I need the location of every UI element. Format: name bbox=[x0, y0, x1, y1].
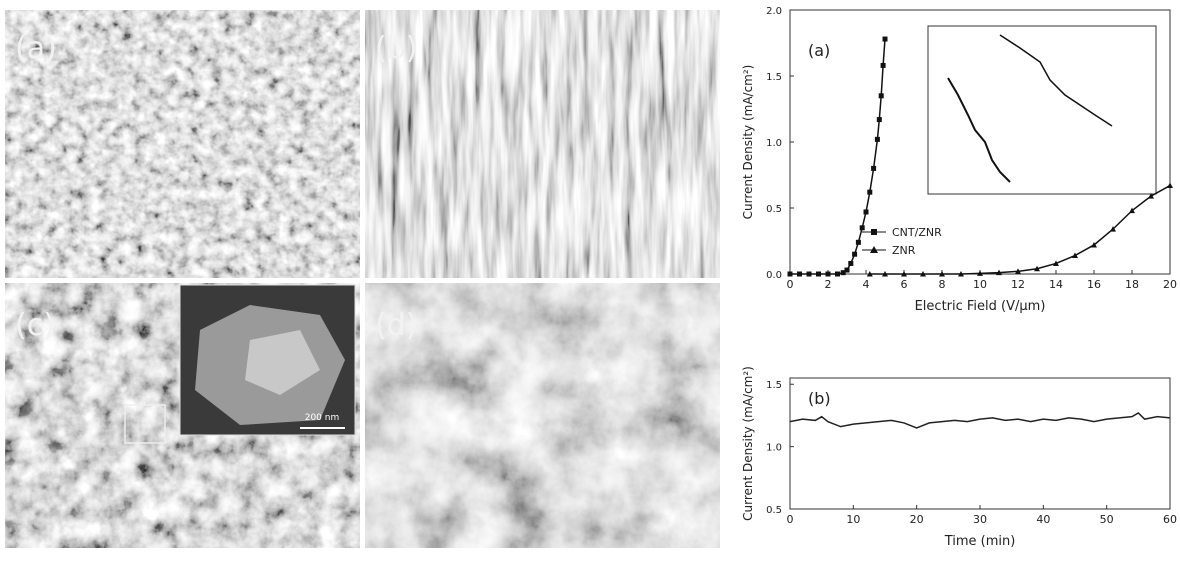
x-axis-title: Time (min) bbox=[944, 534, 1016, 549]
y-tick-label: 1.0 bbox=[766, 443, 782, 454]
panel-title: (b) bbox=[808, 389, 831, 408]
data-point bbox=[1072, 252, 1078, 259]
data-point bbox=[939, 271, 945, 277]
data-point bbox=[806, 271, 812, 277]
inset-frame bbox=[927, 25, 1157, 195]
image-label: (c) bbox=[15, 308, 55, 343]
x-tick-label: 10 bbox=[973, 278, 987, 291]
data-point bbox=[866, 271, 873, 277]
panel-title: (a) bbox=[808, 41, 830, 60]
inset-curve bbox=[999, 34, 1113, 127]
y-tick-label: 0.5 bbox=[766, 204, 782, 215]
zoom-box bbox=[124, 404, 166, 444]
x-tick-label: 4 bbox=[863, 278, 870, 291]
plot-frame bbox=[789, 377, 1171, 510]
x-tick-label: 2 bbox=[825, 278, 832, 291]
x-tick-label: 50 bbox=[1100, 513, 1114, 526]
data-point bbox=[871, 165, 877, 171]
y-tick-label: 1.5 bbox=[766, 72, 782, 83]
x-tick-label: 0 bbox=[787, 278, 794, 291]
data-point bbox=[882, 36, 888, 42]
data-point bbox=[859, 225, 865, 231]
legend-label: CNT/ZNR bbox=[892, 226, 942, 239]
image-label: (b) bbox=[375, 31, 417, 66]
data-point bbox=[852, 251, 858, 257]
sem-image bbox=[5, 10, 360, 278]
x-tick-label: 0 bbox=[787, 513, 794, 526]
x-tick-label: 12 bbox=[1011, 278, 1025, 291]
sem-image bbox=[365, 283, 720, 548]
x-axis-title: Electric Field (V/μm) bbox=[915, 299, 1046, 314]
x-tick-label: 40 bbox=[1036, 513, 1050, 526]
data-point bbox=[901, 271, 907, 277]
y-tick-label: 1.0 bbox=[766, 138, 782, 149]
data-point bbox=[958, 271, 964, 277]
x-tick-label: 6 bbox=[901, 278, 908, 291]
sem-image bbox=[365, 10, 720, 278]
y-axis-title: Current Density (mA/cm²) bbox=[741, 366, 755, 521]
x-tick-label: 16 bbox=[1087, 278, 1101, 291]
data-point bbox=[855, 239, 861, 245]
data-point bbox=[920, 271, 926, 277]
data-point bbox=[848, 260, 854, 266]
x-tick-label: 60 bbox=[1163, 513, 1177, 526]
image-label: (d) bbox=[375, 308, 417, 343]
data-point bbox=[996, 269, 1002, 276]
data-point bbox=[863, 209, 869, 215]
fn-inset bbox=[927, 25, 1157, 195]
legend-marker bbox=[870, 246, 878, 253]
data-point bbox=[882, 271, 888, 277]
data-point bbox=[874, 136, 880, 142]
data-point bbox=[1053, 260, 1059, 266]
inset-curve bbox=[947, 77, 1011, 183]
y-tick-label: 1.5 bbox=[766, 380, 782, 391]
data-point bbox=[1129, 207, 1135, 214]
data-point bbox=[835, 271, 840, 277]
data-point bbox=[816, 271, 821, 277]
data-point bbox=[825, 271, 831, 277]
data-point bbox=[1015, 268, 1021, 274]
legend-marker bbox=[871, 229, 877, 235]
data-point bbox=[880, 62, 886, 68]
data-point bbox=[844, 267, 850, 273]
x-tick-label: 10 bbox=[846, 513, 860, 526]
x-tick-label: 14 bbox=[1049, 278, 1063, 291]
x-tick-label: 8 bbox=[939, 278, 946, 291]
data-point bbox=[878, 93, 884, 99]
y-tick-label: 0.5 bbox=[766, 505, 782, 516]
data-point bbox=[867, 189, 873, 195]
sem-images: 200 nm (a) (b) (c) (d) bbox=[5, 10, 720, 548]
data-point bbox=[977, 270, 983, 276]
data-point bbox=[797, 271, 802, 277]
x-tick-label: 18 bbox=[1125, 278, 1139, 291]
image-label: (a) bbox=[15, 31, 57, 66]
legend-label: ZNR bbox=[892, 244, 916, 257]
data-point bbox=[1148, 193, 1154, 199]
data-point bbox=[1167, 182, 1173, 189]
data-line bbox=[790, 38, 886, 275]
data-point bbox=[876, 117, 882, 123]
data-point bbox=[1091, 241, 1097, 248]
y-axis-title: Current Density (mA/cm²) bbox=[741, 65, 755, 220]
data-point bbox=[840, 270, 846, 276]
data-point bbox=[1034, 265, 1040, 272]
data-point bbox=[787, 271, 793, 277]
x-tick-label: 20 bbox=[1163, 278, 1177, 291]
data-line bbox=[789, 411, 1171, 429]
crystal-face bbox=[245, 330, 320, 395]
data-point bbox=[1110, 226, 1116, 232]
scale-label: 200 nm bbox=[305, 413, 340, 423]
zoom-line bbox=[164, 434, 181, 444]
x-tick-label: 30 bbox=[973, 513, 987, 526]
x-tick-label: 20 bbox=[910, 513, 924, 526]
y-tick-label: 2.0 bbox=[766, 6, 782, 17]
y-tick-label: 0.0 bbox=[766, 270, 782, 281]
